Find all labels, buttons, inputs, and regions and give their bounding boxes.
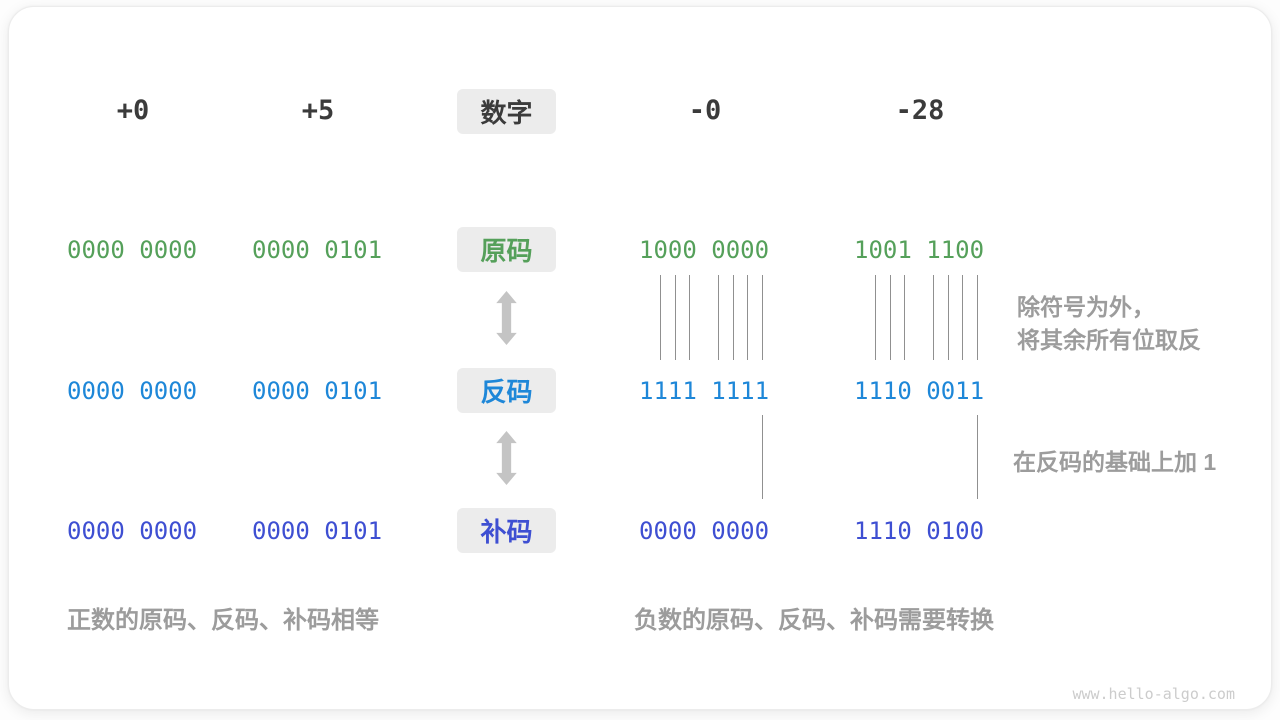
binary-ones-complement-minus0: 1111 1111 xyxy=(639,377,770,405)
header-plus-5: +5 xyxy=(301,95,335,126)
watermark: www.hello-algo.com xyxy=(1072,685,1235,703)
binary-ones-complement-plus5: 0000 0101 xyxy=(252,377,383,405)
binary-sign-magnitude-plus0: 0000 0000 xyxy=(67,236,198,264)
bit-line xyxy=(675,275,676,360)
updown-arrow-icon xyxy=(496,431,517,485)
header-minus-0: -0 xyxy=(688,95,722,126)
bit-line xyxy=(904,275,905,360)
header-plus-0: +0 xyxy=(116,95,150,126)
binary-twos-complement-minus0: 0000 0000 xyxy=(639,517,770,545)
bit-line xyxy=(689,275,690,360)
binary-ones-complement-plus0: 0000 0000 xyxy=(67,377,198,405)
updown-arrow-icon xyxy=(496,291,517,345)
binary-twos-complement-minus28: 1110 0100 xyxy=(854,517,985,545)
bit-line xyxy=(875,275,876,360)
bit-line xyxy=(762,275,763,360)
bit-line xyxy=(977,275,978,360)
binary-sign-magnitude-minus28: 1001 1100 xyxy=(854,236,985,264)
negative-numbers-note: 负数的原码、反码、补码需要转换 xyxy=(634,607,994,634)
header-minus-28: -28 xyxy=(895,95,945,126)
bit-line xyxy=(747,275,748,360)
invert-note-line2: 将其余所有位取反 xyxy=(1017,327,1201,353)
bit-line xyxy=(890,275,891,360)
diagram-card: +0 +5 数字 -0 -28 0000 0000 0000 0101 原码 1… xyxy=(8,6,1272,710)
binary-sign-magnitude-plus5: 0000 0101 xyxy=(252,236,383,264)
positive-numbers-note: 正数的原码、反码、补码相等 xyxy=(67,607,379,634)
label-box-twos-complement: 补码 xyxy=(457,508,556,553)
binary-twos-complement-plus5: 0000 0101 xyxy=(252,517,383,545)
binary-ones-complement-minus28: 1110 0011 xyxy=(854,377,985,405)
bit-line xyxy=(948,275,949,360)
bit-line xyxy=(718,275,719,360)
bit-line xyxy=(962,275,963,360)
label-box-number: 数字 xyxy=(457,89,556,134)
binary-twos-complement-plus0: 0000 0000 xyxy=(67,517,198,545)
add-one-line-minus28 xyxy=(977,415,978,499)
bit-line xyxy=(933,275,934,360)
add-one-note: 在反码的基础上加 1 xyxy=(1013,449,1217,475)
label-box-sign-magnitude: 原码 xyxy=(457,227,556,272)
bit-line xyxy=(660,275,661,360)
add-one-line-minus0 xyxy=(762,415,763,499)
label-box-ones-complement: 反码 xyxy=(457,368,556,413)
invert-note-line1: 除符号为外， xyxy=(1017,294,1155,320)
bit-line xyxy=(733,275,734,360)
binary-sign-magnitude-minus0: 1000 0000 xyxy=(639,236,770,264)
